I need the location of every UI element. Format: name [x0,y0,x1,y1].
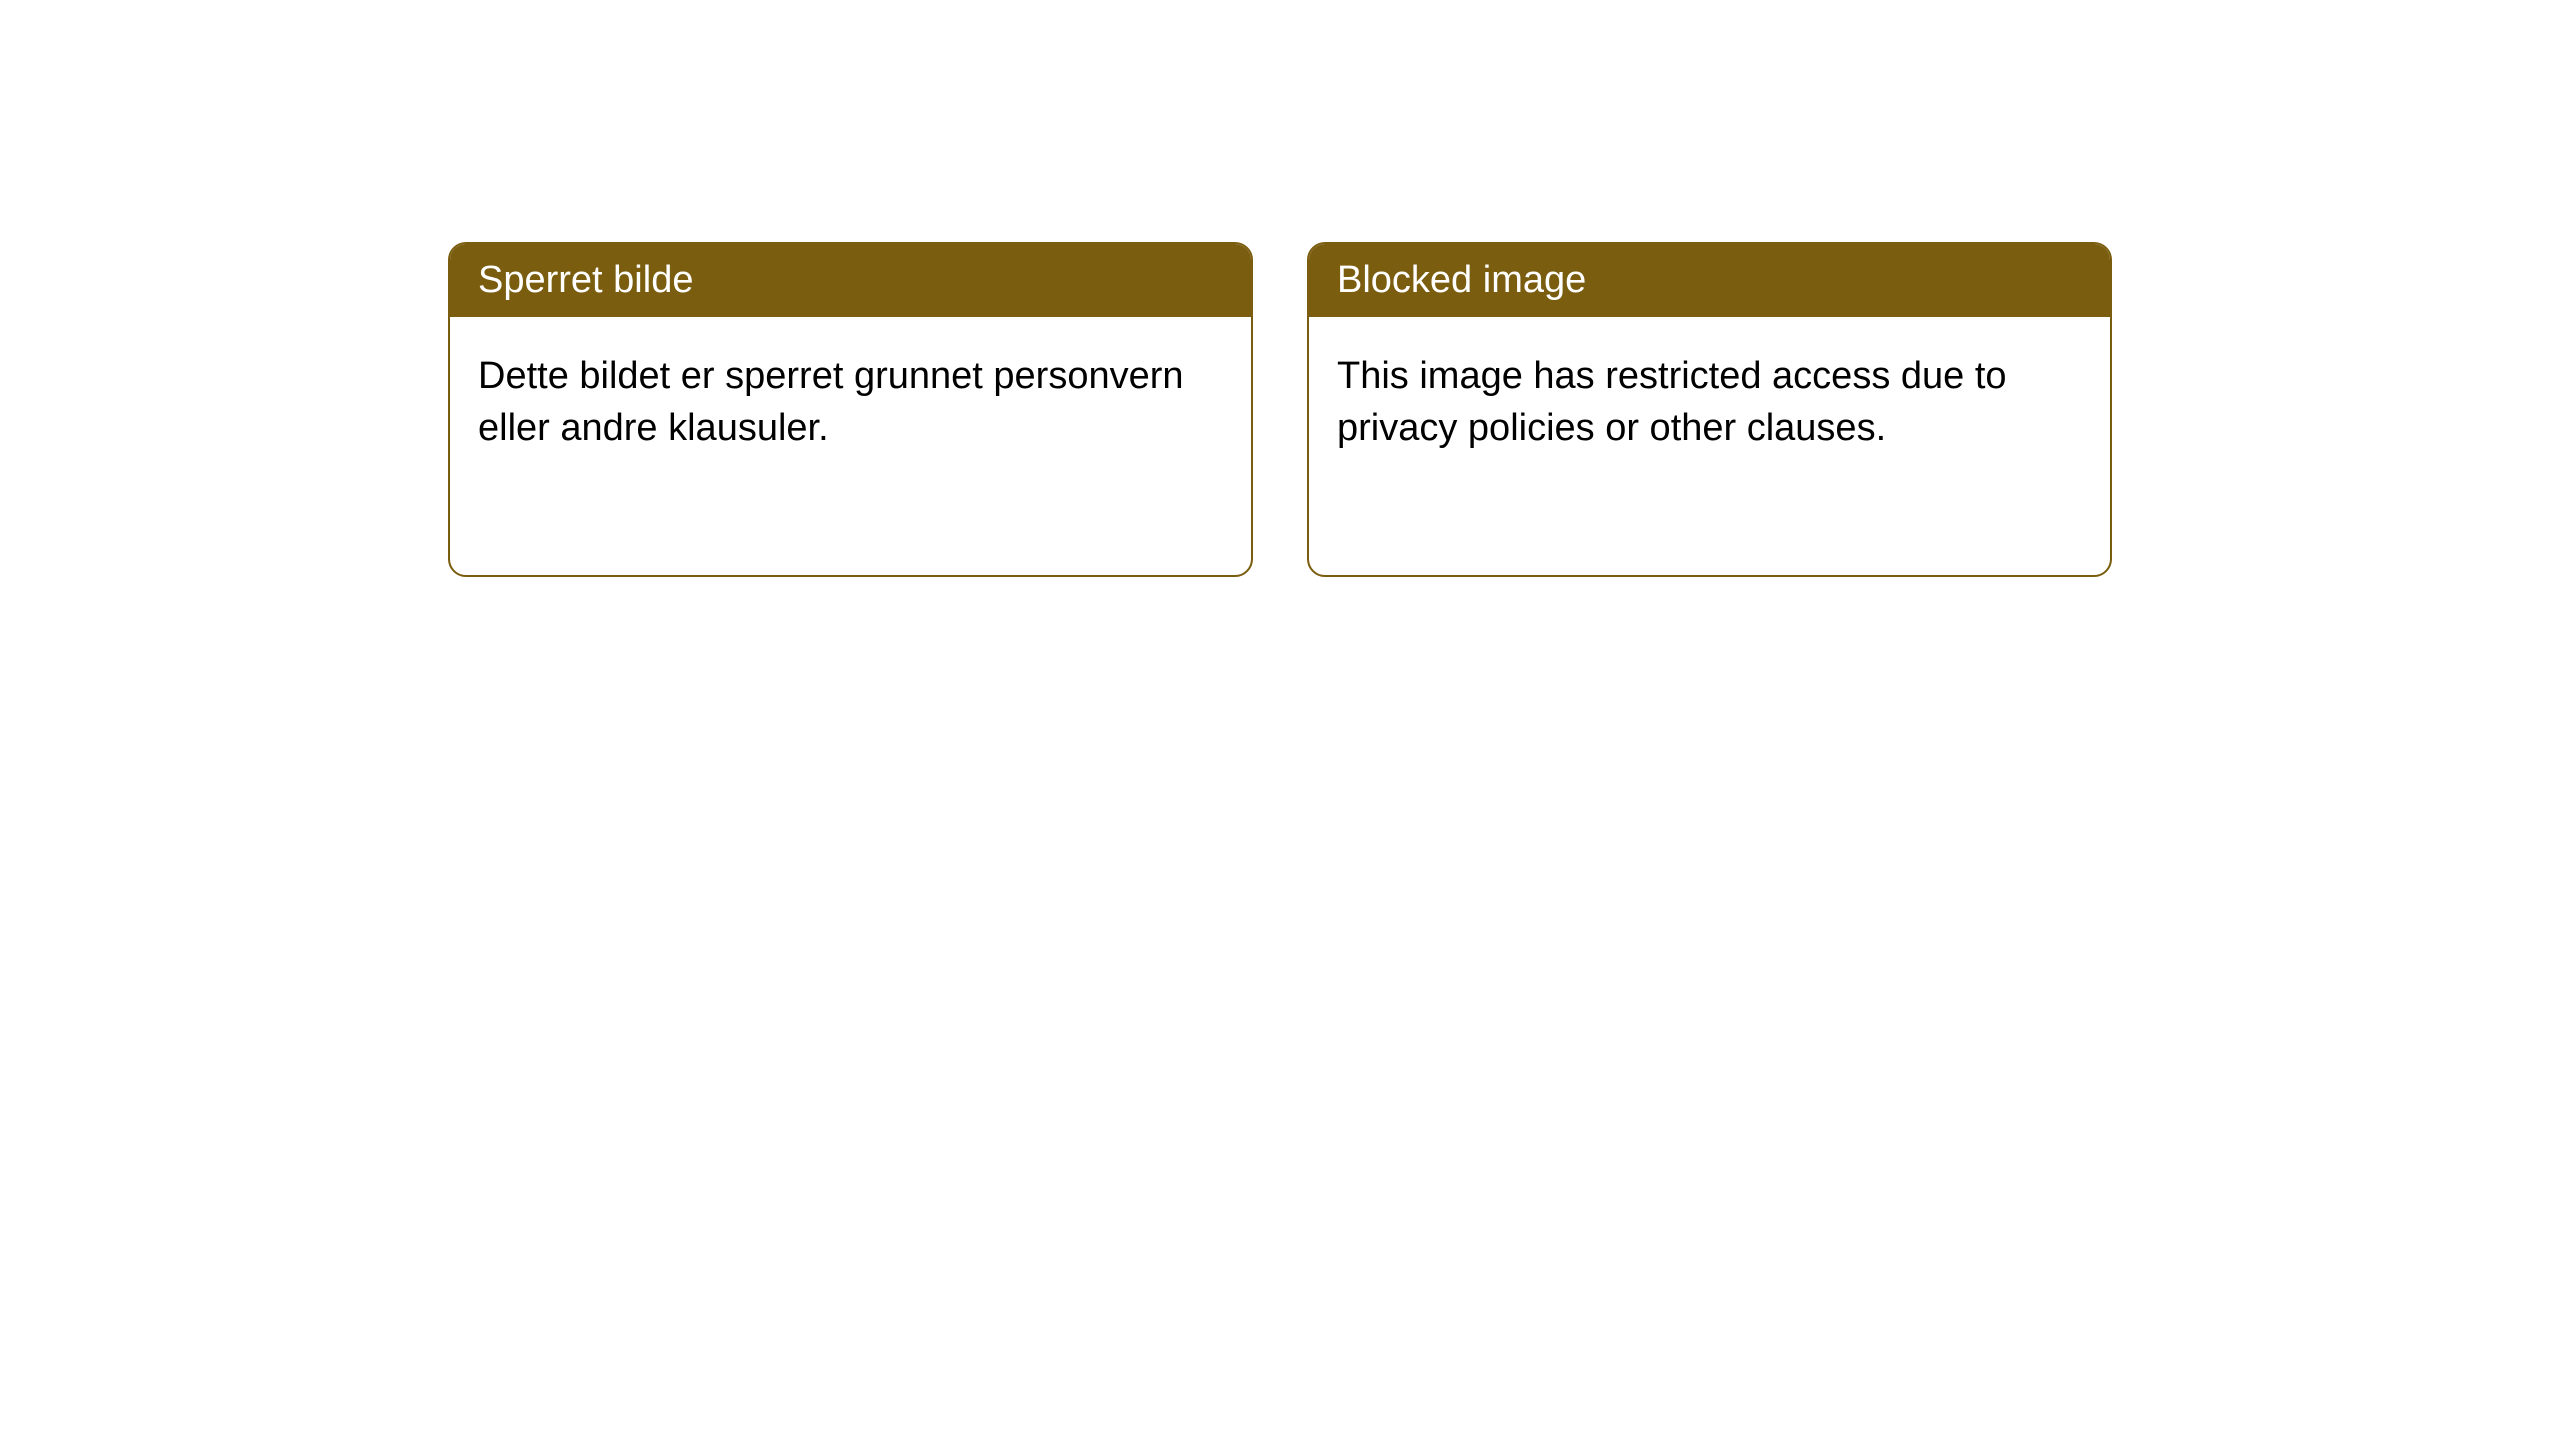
notice-container: Sperret bilde Dette bildet er sperret gr… [448,242,2112,577]
blocked-image-card-no: Sperret bilde Dette bildet er sperret gr… [448,242,1253,577]
card-header-en: Blocked image [1309,244,2110,317]
card-body-no: Dette bildet er sperret grunnet personve… [450,317,1251,488]
card-body-en: This image has restricted access due to … [1309,317,2110,488]
blocked-image-card-en: Blocked image This image has restricted … [1307,242,2112,577]
card-header-no: Sperret bilde [450,244,1251,317]
